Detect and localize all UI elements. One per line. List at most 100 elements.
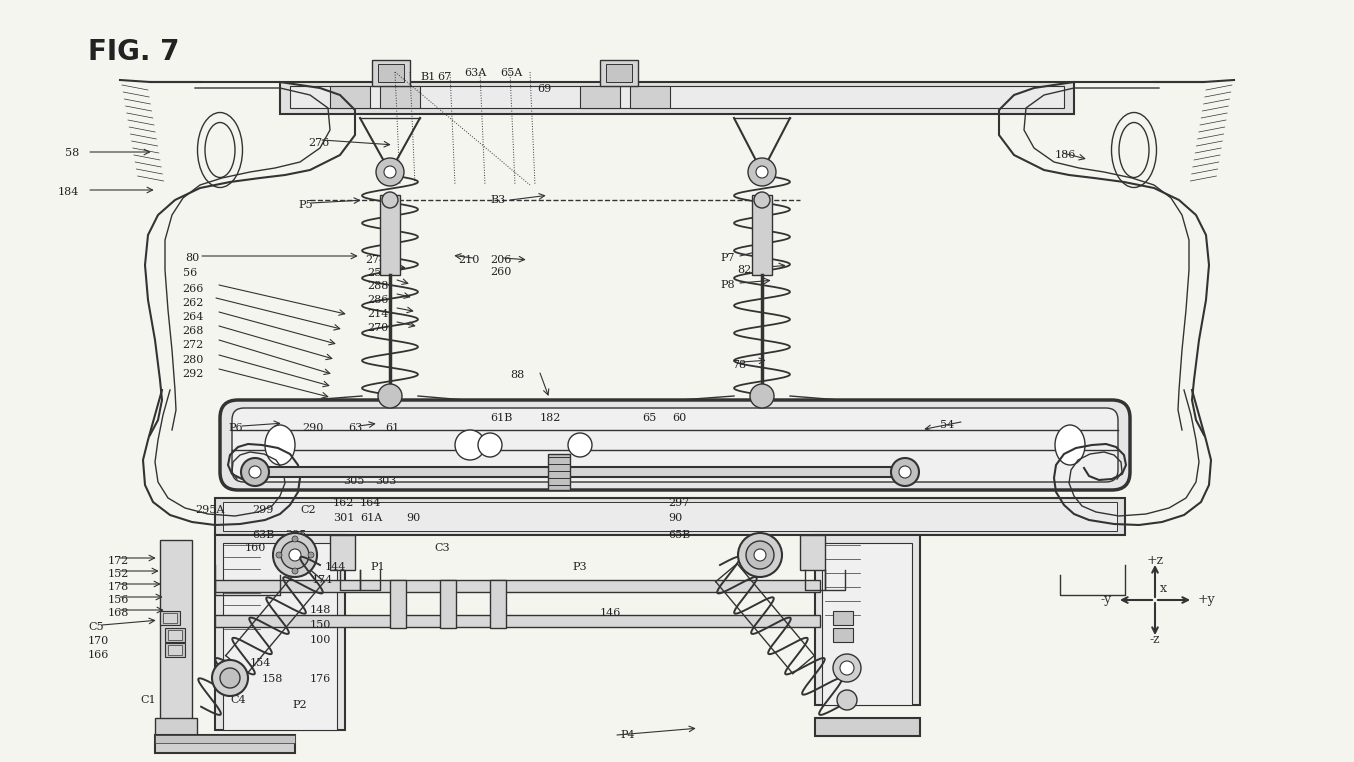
Circle shape [274,533,317,577]
Circle shape [288,549,301,561]
Bar [380,86,420,108]
Text: 178: 178 [108,582,129,592]
Text: 63B: 63B [252,530,275,540]
Bar [215,498,1125,535]
Bar [215,580,821,592]
Text: 280: 280 [181,355,203,365]
FancyBboxPatch shape [232,408,1118,482]
Bar [440,580,456,628]
Text: 290: 290 [302,423,324,433]
Text: 172: 172 [108,556,129,566]
Text: 78: 78 [733,360,746,370]
Text: 61: 61 [385,423,399,433]
Text: 56: 56 [183,268,198,278]
Circle shape [756,166,768,178]
Bar [154,735,295,753]
Circle shape [567,433,592,457]
Text: 303: 303 [375,476,397,486]
Text: 61A: 61A [360,513,382,523]
Text: P3: P3 [571,562,586,572]
Bar [372,60,410,86]
Text: 52: 52 [490,610,504,620]
Bar [215,615,821,627]
Bar [751,195,772,275]
Circle shape [292,536,298,542]
Text: 268: 268 [181,326,203,336]
Text: 63: 63 [348,423,363,433]
Text: 90: 90 [668,513,682,523]
Bar [215,535,345,730]
Text: 67: 67 [437,72,451,82]
Bar [160,611,180,625]
Text: 301: 301 [333,513,355,523]
Text: 266: 266 [181,284,203,294]
Text: FIG. 7: FIG. 7 [88,38,180,66]
Bar [607,64,632,82]
Circle shape [899,466,911,478]
Bar [330,86,370,108]
Bar [390,580,406,628]
Text: 160: 160 [245,543,267,553]
Circle shape [754,192,770,208]
Text: 186: 186 [1055,150,1076,160]
Text: 60: 60 [672,413,686,423]
Text: 54: 54 [940,420,955,430]
Text: 152: 152 [108,569,130,579]
Text: 80: 80 [185,253,199,263]
Text: +z: +z [1147,554,1163,567]
Ellipse shape [265,425,295,465]
Text: P5: P5 [298,200,313,210]
Bar [630,86,670,108]
Text: 65B: 65B [668,530,691,540]
Circle shape [738,533,783,577]
Text: P8: P8 [720,280,735,290]
Circle shape [219,668,240,688]
Bar [168,645,181,655]
Bar [223,543,337,730]
Text: 88: 88 [510,370,524,380]
Text: B1: B1 [420,72,435,82]
Text: 305: 305 [343,476,364,486]
Text: 297: 297 [668,498,689,508]
Bar [548,454,570,490]
Text: 184: 184 [58,187,80,197]
Text: 166: 166 [88,650,110,660]
FancyBboxPatch shape [219,400,1131,490]
Text: 162: 162 [333,498,355,508]
Text: 148: 148 [310,605,332,615]
Circle shape [833,654,861,682]
Ellipse shape [1055,425,1085,465]
Text: 295: 295 [284,530,306,540]
Text: 69: 69 [538,84,551,94]
Bar [154,735,295,743]
Circle shape [382,192,398,208]
Circle shape [213,660,248,696]
Circle shape [307,552,314,558]
Text: 272: 272 [181,340,203,350]
Circle shape [455,430,485,460]
Text: 164: 164 [360,498,382,508]
Bar [160,540,192,720]
Text: 146: 146 [600,608,621,618]
Text: 270: 270 [367,323,389,333]
Circle shape [746,541,774,569]
Bar [800,535,825,570]
Circle shape [750,384,774,408]
Text: C5: C5 [88,622,104,632]
Text: 63A: 63A [464,68,486,78]
Text: 264: 264 [181,312,203,322]
Text: 214: 214 [367,309,389,319]
Bar [290,86,1064,108]
Text: B3: B3 [490,195,505,205]
Text: -z: -z [1150,633,1160,646]
Text: 182: 182 [540,413,562,423]
Text: 64: 64 [440,610,454,620]
Text: 299: 299 [252,505,274,515]
Bar [223,502,1117,531]
Bar [833,611,853,625]
Text: 58: 58 [65,148,80,158]
Text: 156: 156 [108,595,130,605]
Text: 65A: 65A [500,68,523,78]
Bar [154,718,196,738]
Bar [378,64,403,82]
